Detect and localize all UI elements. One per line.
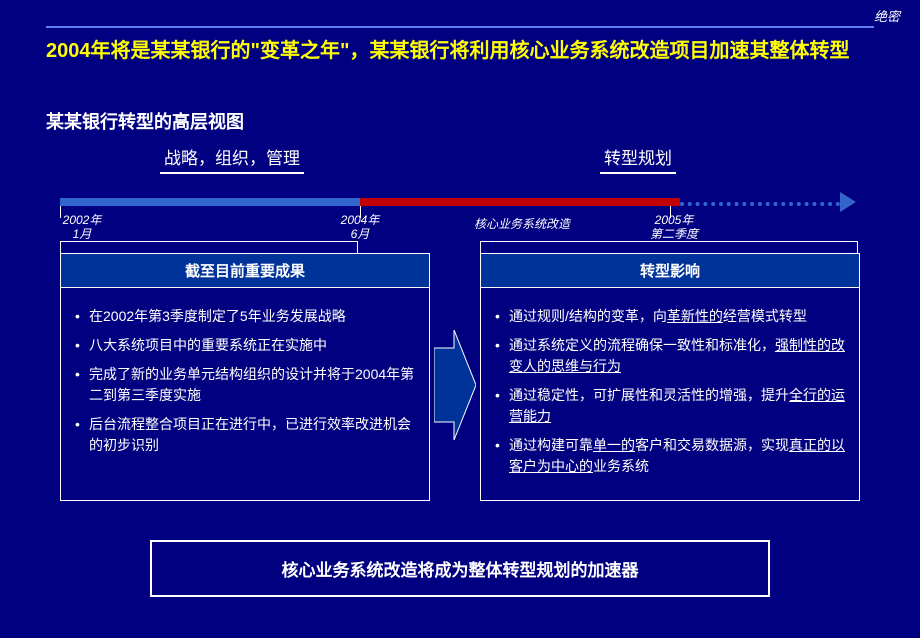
column-header-right: 转型规划 <box>600 144 676 174</box>
timeline <box>60 192 860 212</box>
timeline-label-text: 2005年 <box>655 213 694 227</box>
column-header-left: 战略，组织，管理 <box>160 144 304 174</box>
text-run: 客户和交易数据源，实现 <box>635 437 789 453</box>
list-item: 通过规则/结构的变革，向革新性的经营模式转型 <box>495 306 845 327</box>
panel-header: 截至目前重要成果 <box>61 254 429 288</box>
timeline-label-text: 2002年 <box>63 213 102 227</box>
list-item: 完成了新的业务单元结构组织的设计并将于2004年第二到第三季度实施 <box>75 364 415 406</box>
list-item: 后台流程整合项目正在进行中，已进行效率改进机会的初步识别 <box>75 414 415 456</box>
text-run: 通过稳定性，可扩展性和灵活性的增强，提升 <box>509 387 789 403</box>
panel-achievements: 截至目前重要成果 在2002年第3季度制定了5年业务发展战略 八大系统项目中的重… <box>60 253 430 501</box>
callout-bracket-right <box>480 241 858 253</box>
list-item: 通过构建可靠单一的客户和交易数据源，实现真正的以客户为中心的业务系统 <box>495 435 845 477</box>
callout-bracket-left <box>60 241 358 253</box>
text-underline: 单一的 <box>593 437 635 453</box>
classification-label: 绝密 <box>874 6 900 25</box>
timeline-label-center: 核心业务系统改造 <box>452 218 592 232</box>
text-run: 通过构建可靠 <box>509 437 593 453</box>
top-rule <box>46 26 874 28</box>
timeline-segment-core-rebuild <box>360 198 680 206</box>
text-run: 通过规则/结构的变革，向 <box>509 308 667 324</box>
panel-body: 通过规则/结构的变革，向革新性的经营模式转型 通过系统定义的流程确保一致性和标准… <box>481 288 859 499</box>
timeline-label-text: 1月 <box>73 227 92 241</box>
transition-arrow-icon <box>434 330 476 440</box>
text-underline: 革新性的 <box>667 308 723 324</box>
panel-impact: 转型影响 通过规则/结构的变革，向革新性的经营模式转型 通过系统定义的流程确保一… <box>480 253 860 501</box>
timeline-label-text: 第二季度 <box>650 227 698 241</box>
timeline-label-mid: 2004年 6月 <box>330 214 390 242</box>
page-title: 2004年将是某某银行的"变革之年"，某某银行将利用核心业务系统改造项目加速其整… <box>46 38 874 65</box>
timeline-label-text: 6月 <box>351 227 370 241</box>
page-subtitle: 某某银行转型的高层视图 <box>46 108 244 134</box>
text-run: 业务系统 <box>593 458 649 474</box>
panel-header: 转型影响 <box>481 254 859 288</box>
timeline-label-start: 2002年 1月 <box>52 214 112 242</box>
bottom-callout: 核心业务系统改造将成为整体转型规划的加速器 <box>150 540 770 597</box>
timeline-label-end: 2005年 第二季度 <box>634 214 714 242</box>
panel-body: 在2002年第3季度制定了5年业务发展战略 八大系统项目中的重要系统正在实施中 … <box>61 288 429 478</box>
text-run: 通过系统定义的流程确保一致性和标准化， <box>509 337 775 353</box>
list-item: 八大系统项目中的重要系统正在实施中 <box>75 335 415 356</box>
timeline-arrowhead-icon <box>840 192 856 212</box>
timeline-label-text: 2004年 <box>341 213 380 227</box>
timeline-segment-strategy <box>60 198 360 206</box>
list-item: 通过系统定义的流程确保一致性和标准化，强制性的改变人的思维与行为 <box>495 335 845 377</box>
text-run: 经营模式转型 <box>723 308 807 324</box>
timeline-segment-future <box>680 202 840 206</box>
list-item: 在2002年第3季度制定了5年业务发展战略 <box>75 306 415 327</box>
list-item: 通过稳定性，可扩展性和灵活性的增强，提升全行的运营能力 <box>495 385 845 427</box>
